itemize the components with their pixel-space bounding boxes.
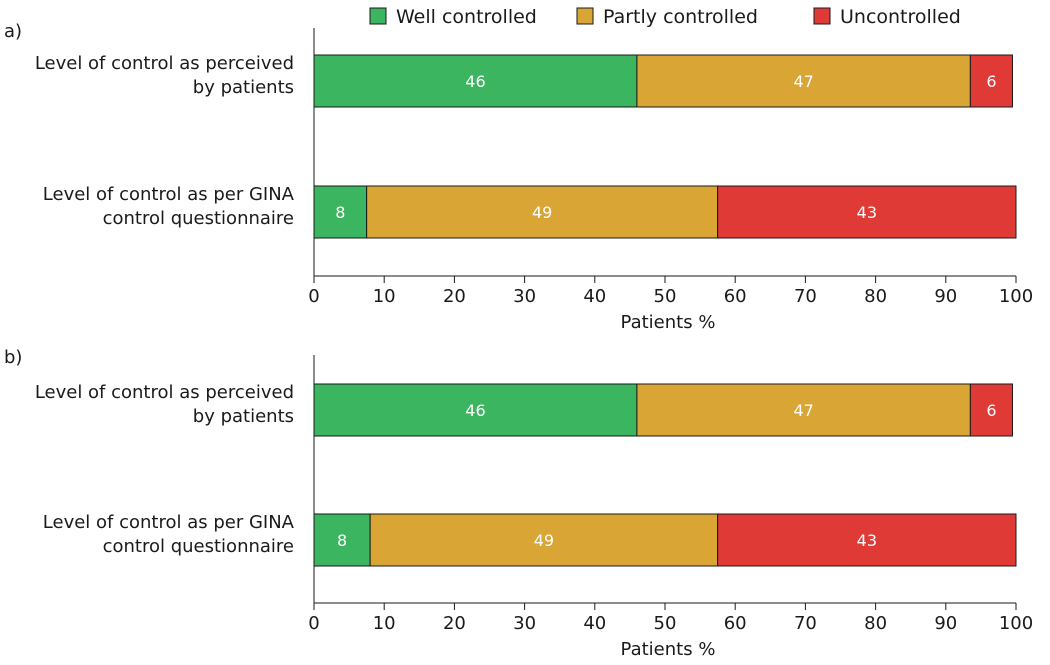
data-label: 43: [857, 531, 877, 550]
data-label: 46: [465, 401, 485, 420]
panel-1: a) Level of control as perceived by patien…: [4, 21, 1033, 333]
x-tick-label: 60: [724, 286, 747, 307]
bar-segment-uncontrolled: [969, 383, 1013, 437]
x-tick-label: 100: [999, 286, 1033, 307]
panel-2: b) Level of control as perceived by patien…: [4, 347, 1033, 660]
data-label: 46: [465, 72, 485, 91]
bar-segment-well-controlled: [313, 383, 638, 437]
legend-swatch: [576, 7, 594, 25]
chart-panels: a) Level of control as perceived by patien…: [4, 21, 1033, 660]
legend-item-1: Well controlled: [369, 6, 537, 28]
x-tick-label: 10: [373, 613, 396, 634]
category-label: control questionnaire: [103, 536, 294, 557]
x-tick-label: 30: [513, 286, 536, 307]
x-tick-label: 90: [934, 286, 957, 307]
legend: Well controlled Partly controlled Uncontro…: [369, 6, 961, 28]
x-tick-label: 40: [583, 286, 606, 307]
legend-label: Well controlled: [396, 6, 537, 28]
data-label: 6: [986, 72, 996, 91]
category-label: by patients: [193, 406, 294, 427]
x-axis-title: Patients %: [621, 639, 716, 660]
category-label: Level of control as perceived: [35, 382, 294, 403]
bar-row-2: Level of control as per GINA control ques…: [43, 512, 1017, 567]
bar-segment-partly-controlled: [636, 54, 971, 108]
bar-row-1: Level of control as perceived by patients…: [35, 382, 1013, 437]
legend-swatch: [369, 7, 387, 25]
data-label: 47: [793, 401, 813, 420]
x-tick-label: 0: [308, 286, 319, 307]
legend-swatch: [813, 7, 831, 25]
x-tick-label: 40: [583, 613, 606, 634]
data-label: 43: [857, 203, 877, 222]
bar-segment-uncontrolled: [717, 185, 1017, 239]
data-label: 49: [532, 203, 552, 222]
x-tick-label: 10: [373, 286, 396, 307]
x-tick-label: 20: [443, 286, 466, 307]
panel-label: a): [4, 21, 22, 42]
legend-item-3: Uncontrolled: [813, 6, 961, 28]
data-label: 8: [337, 531, 347, 550]
data-label: 8: [335, 203, 345, 222]
bar-segment-uncontrolled: [969, 54, 1013, 108]
x-tick-label: 30: [513, 613, 536, 634]
category-label: control questionnaire: [103, 208, 294, 229]
x-tick-label: 90: [934, 613, 957, 634]
bar-row-2: Level of control as per GINA control ques…: [43, 184, 1017, 239]
legend-label: Uncontrolled: [840, 6, 961, 28]
x-tick-label: 50: [654, 613, 677, 634]
legend-label: Partly controlled: [603, 6, 758, 28]
x-tick-label: 20: [443, 613, 466, 634]
bar-segment-partly-controlled: [369, 513, 719, 567]
x-tick-label: 100: [999, 613, 1033, 634]
panel-label: b): [4, 347, 22, 368]
x-tick-label: 80: [864, 286, 887, 307]
x-tick-label: 80: [864, 613, 887, 634]
bar-segment-uncontrolled: [717, 513, 1017, 567]
category-label: Level of control as perceived: [35, 53, 294, 74]
x-tick-label: 70: [794, 286, 817, 307]
bar-segment-well-controlled: [313, 54, 638, 108]
category-label: Level of control as per GINA: [43, 184, 295, 205]
category-label: by patients: [193, 77, 294, 98]
x-tick-label: 60: [724, 613, 747, 634]
x-axis-title: Patients %: [621, 312, 716, 333]
x-tick-label: 0: [308, 613, 319, 634]
bar-segment-partly-controlled: [366, 185, 719, 239]
data-label: 47: [793, 72, 813, 91]
x-tick-label: 50: [654, 286, 677, 307]
bar-segment-well-controlled: [313, 513, 371, 567]
legend-item-2: Partly controlled: [576, 6, 758, 28]
data-label: 6: [986, 401, 996, 420]
data-label: 49: [534, 531, 554, 550]
bar-row-1: Level of control as perceived by patients…: [35, 53, 1013, 108]
category-label: Level of control as per GINA: [43, 512, 295, 533]
x-tick-label: 70: [794, 613, 817, 634]
